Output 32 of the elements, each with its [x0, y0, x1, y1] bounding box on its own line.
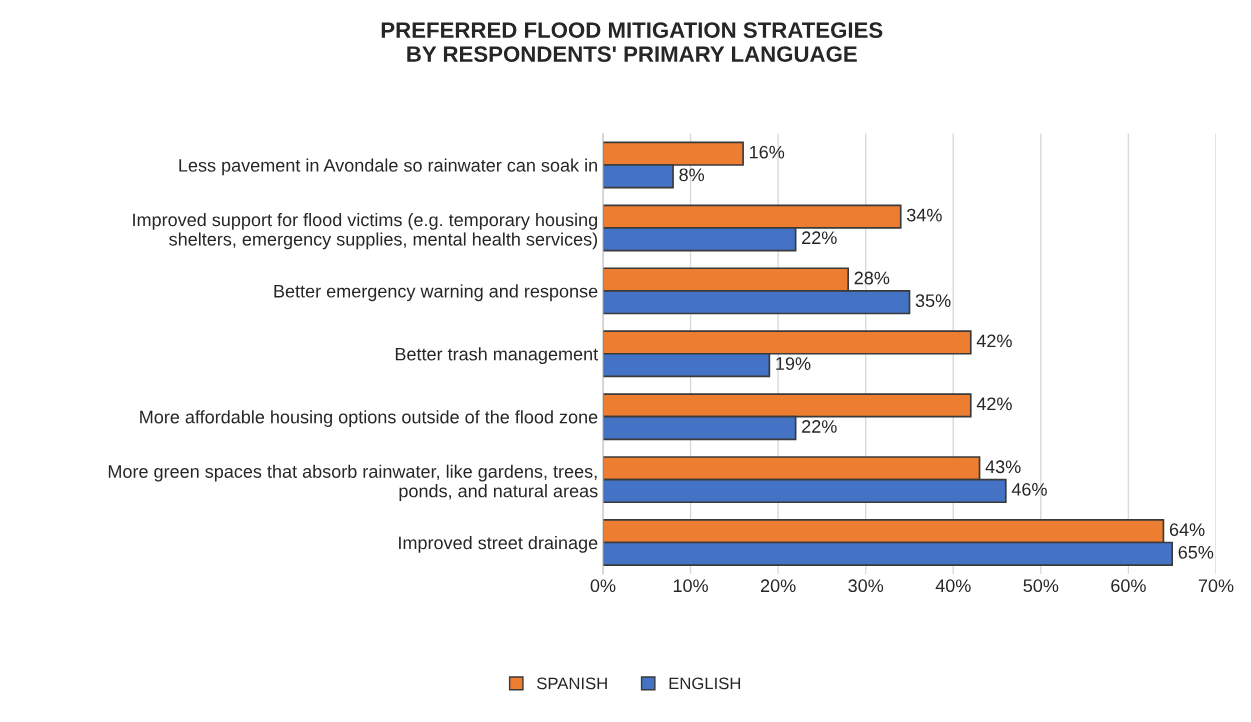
y-tick-label: Better trash management [395, 347, 598, 365]
data-label: 34% [906, 208, 942, 222]
legend-label: SPANISH [537, 677, 607, 690]
data-label: 28% [854, 271, 890, 285]
legend-label: ENGLISH [669, 677, 741, 690]
y-tick-label: Less pavement in Avondale so rainwater can soak in [179, 158, 597, 176]
x-tick-label: 40% [935, 579, 971, 593]
data-label: 8% [679, 168, 705, 182]
y-tick-label: Improved support for flood victims (e.g. temporary housing shelters, emergency supplies, mental health services) [133, 212, 598, 250]
chart-title: PREFERRED FLOOD MITIGATION STRATEGIES BY RESPONDENTS' PRIMARY LANGUAGE [381, 22, 883, 62]
data-label: 22% [802, 420, 837, 433]
x-tick-label: 0% [590, 579, 616, 593]
x-tick-label: 30% [848, 579, 884, 593]
data-label: 35% [915, 294, 951, 308]
x-tick-label: 60% [1111, 579, 1146, 593]
data-label: 42% [976, 397, 1012, 411]
data-label: 43% [985, 460, 1021, 474]
y-tick-label: More green spaces that absorb rainwater, like gardens, trees, ponds, and natural areas [108, 464, 598, 501]
x-tick-label: 50% [1023, 579, 1059, 593]
x-tick-label: 10% [673, 579, 708, 593]
data-label: 64% [1169, 523, 1205, 537]
x-tick-label: 20% [760, 579, 796, 593]
y-tick-label: Better emergency warning and response [274, 284, 598, 302]
y-tick-label: Improved street drainage [399, 535, 598, 553]
data-label: 16% [750, 145, 785, 159]
y-tick-label: More affordable housing options outside of the flood zone [140, 410, 598, 427]
data-label: 46% [1011, 483, 1047, 496]
data-label: 65% [1178, 545, 1214, 559]
data-label: 42% [976, 334, 1012, 348]
data-label: 19% [776, 357, 811, 370]
data-label: 22% [802, 231, 837, 245]
x-tick-label: 70% [1198, 579, 1234, 593]
